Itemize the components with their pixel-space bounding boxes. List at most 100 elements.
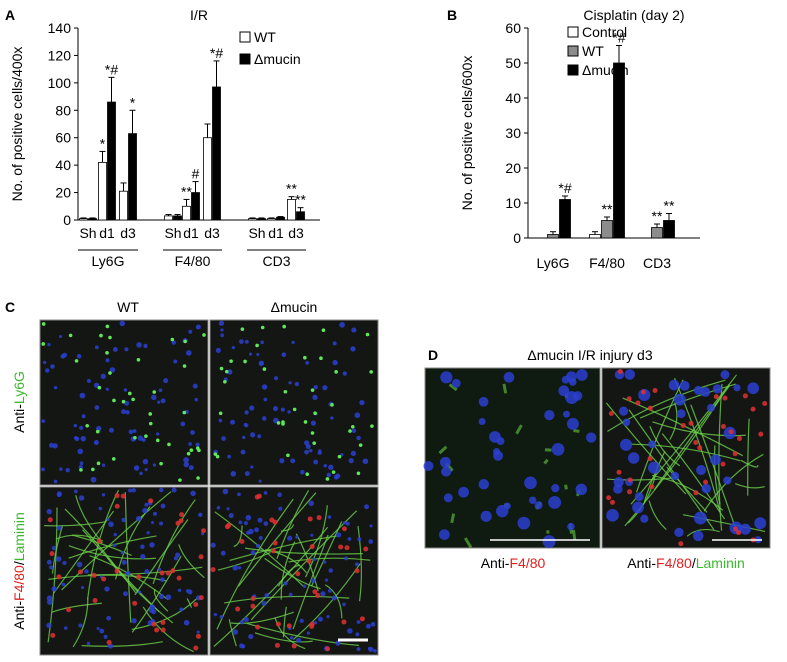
ly6g-cell [97, 385, 102, 390]
ly6g-cell [283, 389, 288, 394]
group-label: Ly6G [92, 253, 125, 269]
laminin [178, 544, 205, 579]
row-label: Anti-Ly6G [11, 371, 27, 433]
f480-cell [610, 499, 616, 505]
nucleus [74, 489, 78, 494]
nucleus [344, 556, 349, 561]
nucleus [100, 373, 106, 379]
stain [502, 383, 508, 394]
ly6g-cell [112, 398, 116, 403]
ly6g-cell [95, 429, 100, 434]
y-tick-label: 30 [505, 125, 521, 141]
f480-cell [295, 571, 301, 577]
nucleus [185, 350, 192, 356]
f480-cell [201, 528, 207, 534]
nucleus [188, 329, 193, 334]
bar [128, 133, 137, 221]
nucleus [313, 385, 318, 390]
nucleus [305, 361, 309, 365]
f480-cell [688, 420, 694, 426]
f480-cell [306, 558, 312, 564]
nucleus [171, 340, 177, 345]
nucleus [80, 435, 86, 442]
x-tick-label: d3 [204, 225, 220, 241]
nucleus [333, 474, 339, 480]
nucleus [308, 500, 314, 507]
laminin [152, 499, 196, 585]
f480-cell [286, 623, 292, 629]
f480-cell [56, 574, 62, 580]
label-segment: F4/80 [509, 555, 545, 571]
nucleus [354, 562, 359, 567]
panel-label: B [447, 7, 457, 23]
f480-cell [680, 422, 686, 428]
bar [276, 216, 285, 221]
nucleus [56, 525, 62, 531]
stain [463, 537, 473, 549]
micrograph [39, 486, 209, 656]
nucleus [232, 629, 239, 635]
f480-cell [272, 540, 278, 546]
row-label: Anti-F4/80/Laminin [11, 512, 27, 630]
nucleus [373, 649, 377, 653]
ly6g-cell [350, 424, 355, 429]
laminin [682, 514, 766, 533]
nucleus [478, 479, 490, 490]
f480-cell [647, 456, 653, 462]
nucleus [239, 339, 244, 344]
ly6g-cell [219, 366, 224, 371]
ly6g-cell [282, 324, 286, 329]
label-segment: Anti- [481, 555, 510, 571]
laminin [246, 622, 359, 646]
nucleus [306, 631, 311, 635]
nucleus [723, 476, 732, 485]
nucleus [493, 450, 504, 461]
f480-cell [640, 389, 646, 395]
nucleus [98, 506, 103, 511]
nucleus [566, 417, 579, 430]
x-tick-label: F4/80 [589, 255, 625, 271]
nucleus [135, 515, 142, 522]
nucleus [156, 432, 160, 436]
column-header: WT [117, 299, 139, 315]
nucleus [81, 414, 86, 419]
laminin [81, 641, 163, 647]
nucleus [140, 553, 146, 560]
nucleus [248, 352, 253, 356]
f480-cell [198, 554, 204, 560]
laminin [72, 534, 132, 557]
nucleus [263, 397, 268, 402]
ly6g-cell [313, 411, 317, 416]
nucleus [674, 527, 684, 538]
ly6g-cell [223, 379, 227, 384]
f480-cell [47, 517, 53, 523]
nucleus [261, 600, 267, 606]
nucleus [80, 585, 85, 590]
nucleus [310, 420, 317, 426]
nucleus [700, 386, 711, 397]
nucleus [364, 504, 370, 510]
nucleus [562, 410, 570, 418]
error-bar [268, 217, 275, 219]
nucleus [668, 379, 680, 391]
nucleus [458, 486, 469, 498]
chart-title: Cisplatin (day 2) [583, 7, 684, 23]
nucleus [139, 471, 143, 476]
bar [296, 211, 305, 221]
nucleus [90, 476, 97, 483]
f480-cell [309, 623, 315, 629]
nucleus [86, 378, 92, 384]
nucleus [137, 435, 144, 441]
ly6g-cell [305, 472, 310, 477]
nucleus [158, 593, 165, 600]
y-tick-label: 20 [505, 160, 521, 176]
y-tick-label: 80 [55, 102, 71, 118]
nucleus [244, 339, 249, 344]
nucleus [237, 566, 242, 570]
f480-cell [737, 435, 743, 441]
nucleus [567, 522, 575, 531]
nucleus [754, 517, 767, 530]
bar [98, 161, 107, 221]
nucleus [96, 626, 100, 631]
legend-label: Control [582, 24, 627, 40]
